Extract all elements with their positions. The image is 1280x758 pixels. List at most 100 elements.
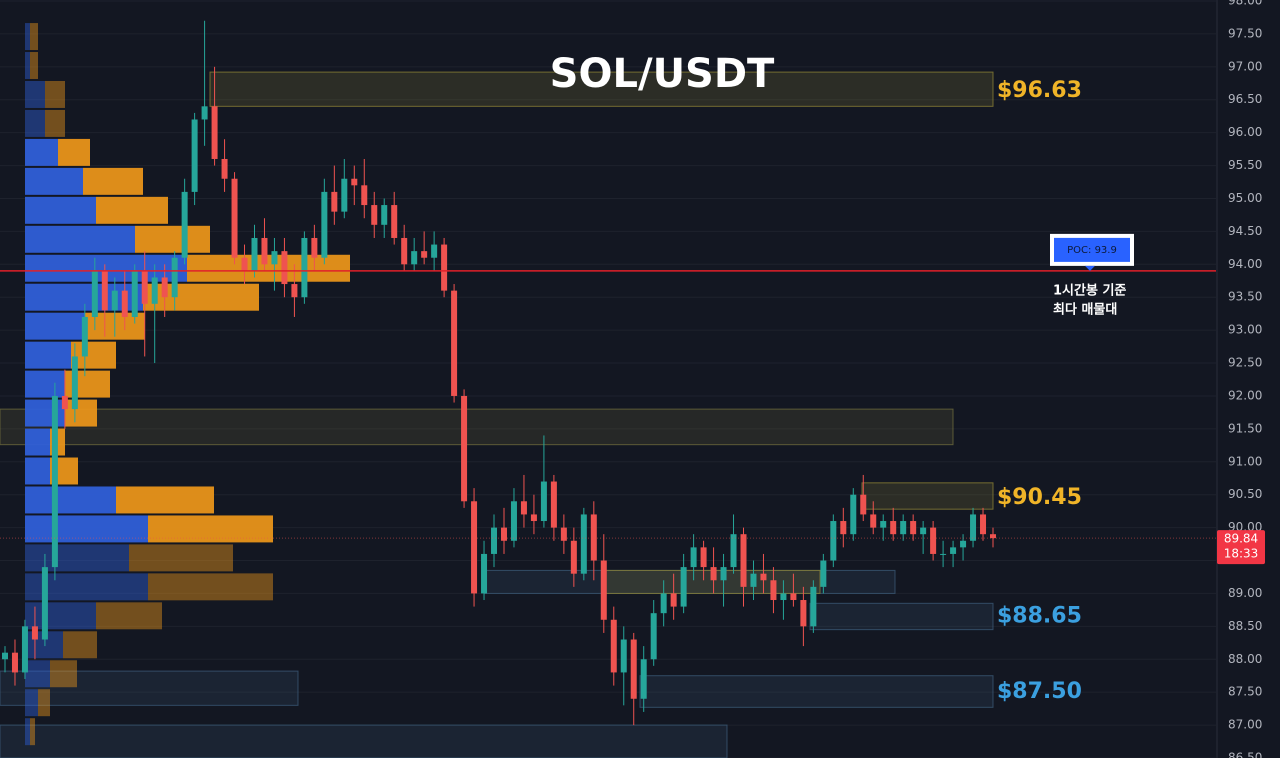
y-tick-label: 91.00 (1228, 454, 1262, 468)
profile-sell (65, 370, 110, 398)
y-tick-label: 93.50 (1228, 290, 1262, 304)
candle-body (830, 521, 837, 561)
profile-buy (25, 544, 129, 572)
candle-body (381, 205, 388, 225)
candle-body (51, 395, 58, 568)
chart-title: SOL/USDT (550, 51, 775, 97)
y-tick-label: 87.50 (1228, 685, 1262, 699)
y-tick-label: 86.50 (1228, 751, 1262, 758)
candle-body (241, 257, 248, 271)
zone (0, 724, 728, 758)
candle-body (31, 626, 38, 640)
candle-body (121, 290, 128, 317)
zone (809, 602, 994, 631)
profile-sell (143, 283, 259, 311)
candle-body (211, 106, 218, 159)
profile-sell (50, 660, 77, 688)
last-price-box (1217, 530, 1265, 565)
candle-body (441, 244, 448, 291)
profile-buy (25, 138, 58, 166)
poc-label: POC: 93.9 (1067, 245, 1117, 256)
candle-body (371, 205, 378, 225)
candle-body (141, 270, 148, 304)
candle-body (910, 521, 917, 535)
candle-body (990, 534, 996, 539)
candle-body (500, 527, 507, 541)
profile-buy (25, 660, 50, 688)
y-tick-label: 87.00 (1228, 718, 1262, 732)
profile-buy (25, 602, 96, 630)
profile-buy (25, 718, 30, 746)
annotation: 최다 매물대 (1053, 302, 1117, 318)
candle-body (221, 158, 228, 179)
y-tick-label: 93.00 (1228, 323, 1262, 337)
candle-body (510, 501, 517, 541)
candle-body (331, 191, 338, 212)
candle-body (880, 521, 887, 528)
profile-sell (30, 52, 38, 79)
candle-body (111, 290, 118, 311)
y-tick-label: 88.50 (1228, 619, 1262, 633)
candle-body (900, 521, 907, 535)
candle-body (610, 619, 617, 673)
zone (639, 675, 994, 708)
candle-body (680, 567, 687, 607)
candle-body (750, 573, 757, 587)
profile-sell (135, 225, 210, 253)
candle-body (191, 119, 198, 192)
candle-body (730, 534, 737, 568)
y-tick-label: 95.00 (1228, 191, 1262, 205)
profile-sell (30, 718, 35, 746)
poc-pointer (1085, 265, 1095, 271)
candle-body (181, 191, 188, 258)
profile-sell (187, 254, 350, 282)
candle-body (860, 494, 867, 515)
candle-body (560, 527, 567, 541)
candle-body (550, 481, 557, 528)
candle-body (261, 237, 268, 265)
profile-sell (83, 167, 143, 195)
profile-sell (63, 631, 97, 659)
candle-body (600, 560, 607, 620)
candle-body (321, 191, 328, 258)
candle-body (491, 527, 498, 554)
candle-body (271, 251, 278, 265)
profile-buy (25, 689, 38, 717)
candle-body (41, 567, 48, 640)
candle-body (740, 534, 747, 587)
candle-body (2, 652, 8, 660)
candle-body (850, 494, 857, 535)
candle-body (91, 270, 98, 317)
zone (0, 670, 299, 706)
profile-buy (25, 312, 85, 340)
candle-body (620, 639, 627, 673)
zone (209, 71, 994, 107)
candle-body (351, 178, 358, 186)
last-price-label: 89.84 (1224, 532, 1258, 546)
candle-body (411, 251, 418, 265)
candle-body (481, 553, 488, 594)
zones (0, 71, 994, 758)
candle-body (890, 521, 897, 535)
candle-body (171, 257, 178, 298)
candle-body (81, 316, 88, 357)
candle-body (840, 521, 847, 535)
profile-buy (25, 225, 135, 253)
candle-body (810, 586, 817, 627)
y-tick-label: 94.50 (1228, 224, 1262, 238)
y-tick-label: 96.00 (1228, 125, 1262, 139)
level-label: $96.63 (997, 78, 1082, 103)
candle-body (760, 573, 767, 581)
annotation: 1시간봉 기준 (1053, 283, 1126, 299)
profile-sell (96, 602, 162, 630)
y-tick-label: 92.50 (1228, 356, 1262, 370)
candle-body (461, 395, 468, 502)
candle-body (960, 540, 967, 548)
candle-body (341, 178, 348, 212)
profile-buy (25, 80, 45, 108)
profile-sell (116, 486, 214, 514)
candle-body (970, 514, 977, 541)
level-label: $87.50 (997, 679, 1082, 704)
